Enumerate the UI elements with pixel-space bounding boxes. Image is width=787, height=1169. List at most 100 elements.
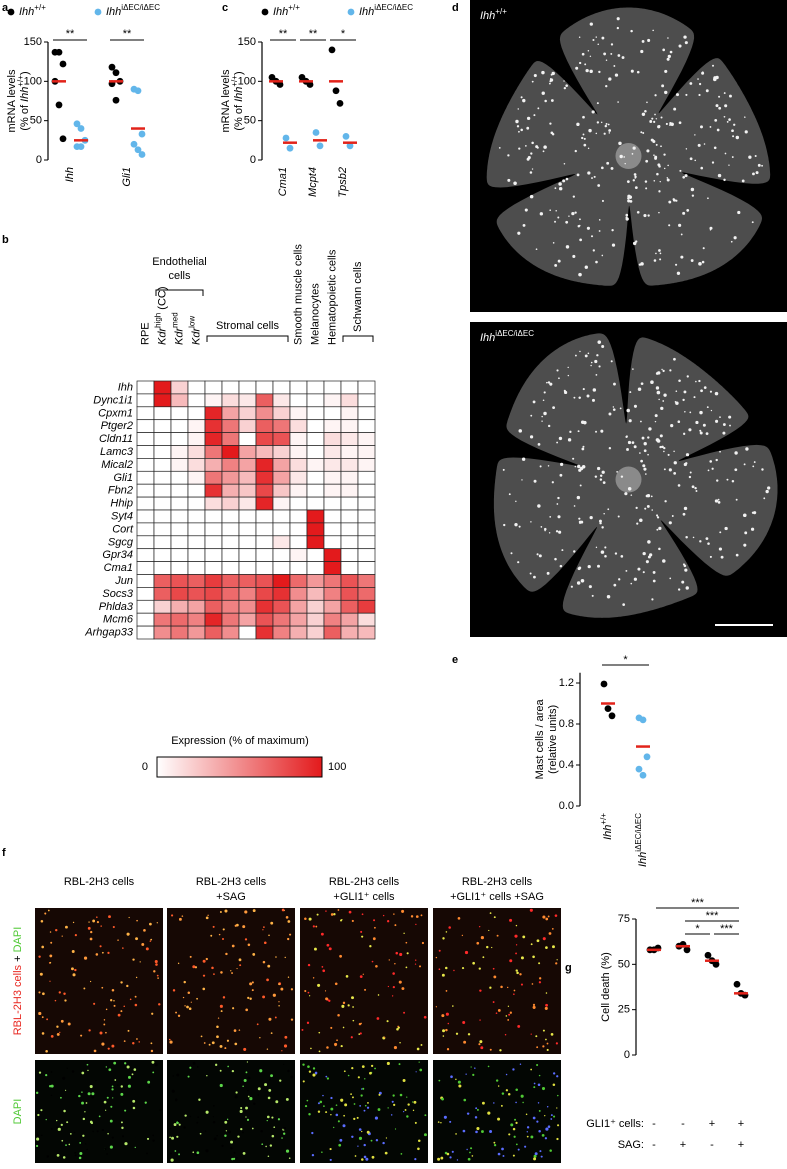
- cell-speck: [685, 148, 688, 150]
- cell-speck: [41, 1032, 45, 1035]
- cell-speck: [396, 1027, 399, 1031]
- cell-speck: [351, 1135, 354, 1138]
- heatmap-cell: [204, 522, 223, 537]
- cell-speck: [688, 475, 692, 479]
- cell-speck: [529, 171, 533, 174]
- cell-speck: [71, 950, 75, 953]
- cell-speck: [582, 115, 585, 119]
- cell-speck: [261, 1143, 264, 1146]
- heatmap-cell: [357, 599, 376, 614]
- heatmap-cell: [221, 548, 240, 562]
- cell-speck: [548, 82, 551, 85]
- heatmap-cell: [255, 432, 274, 446]
- cell-speck: [111, 1044, 115, 1048]
- cell-speck: [639, 518, 643, 523]
- cell-speck: [512, 1068, 515, 1071]
- cell-speck: [151, 1060, 155, 1064]
- cell-speck: [66, 1067, 68, 1069]
- cell-speck: [134, 1003, 138, 1007]
- cell-speck: [539, 977, 542, 980]
- cell-speck: [741, 179, 745, 183]
- row-label: DAPI: [12, 1099, 24, 1125]
- cell-speck: [333, 913, 336, 916]
- heatmap-cell: [221, 380, 240, 395]
- cell-speck: [445, 931, 448, 933]
- cell-speck: [49, 961, 52, 964]
- cell-speck: [563, 80, 565, 82]
- cell-speck: [699, 429, 702, 432]
- cell-speck: [147, 1080, 151, 1084]
- cell-speck: [364, 1104, 367, 1107]
- cell-speck: [284, 1035, 288, 1039]
- cell-speck: [442, 937, 445, 940]
- cell-speck: [550, 78, 552, 80]
- cell-speck: [237, 1135, 240, 1138]
- heatmap-cell: [187, 612, 206, 627]
- condition-label: GLI1⁺ cells:: [586, 1118, 644, 1130]
- cell-speck: [89, 980, 92, 983]
- cell-speck: [61, 1139, 64, 1142]
- cell-speck: [715, 458, 718, 462]
- cell-speck: [654, 113, 656, 116]
- cell-speck: [567, 438, 572, 442]
- heatmap-cell: [221, 393, 240, 408]
- heatmap-cell: [170, 561, 189, 575]
- cell-speck: [267, 1096, 271, 1100]
- heatmap-cell: [255, 522, 274, 537]
- cell-speck: [724, 526, 728, 531]
- cell-speck: [558, 186, 563, 191]
- cell-speck: [471, 1155, 474, 1157]
- cell-speck: [594, 475, 598, 478]
- cell-speck: [103, 1023, 106, 1026]
- cell-speck: [423, 1133, 427, 1137]
- row-label-part: Lamc3: [100, 446, 134, 458]
- cell-speck: [235, 1091, 238, 1094]
- cell-speck: [111, 988, 115, 992]
- cell-speck: [544, 99, 547, 103]
- cell-speck: [206, 1074, 208, 1077]
- cell-speck: [647, 555, 651, 559]
- cell-speck: [535, 248, 538, 251]
- cell-speck: [175, 1011, 178, 1014]
- cell-speck: [35, 1091, 39, 1095]
- cell-speck: [359, 1104, 362, 1107]
- cell-speck: [549, 382, 553, 386]
- cell-speck: [441, 973, 445, 977]
- cell-speck: [323, 1105, 325, 1107]
- cell-speck: [589, 69, 593, 74]
- heatmap-cell: [204, 380, 223, 395]
- cell-speck: [242, 925, 246, 929]
- cell-speck: [505, 1089, 509, 1092]
- cell-speck: [414, 963, 417, 965]
- row-label-part: Socs3: [102, 588, 133, 600]
- cell-speck: [98, 1115, 101, 1118]
- legend-marker: [7, 8, 15, 16]
- cell-speck: [216, 1134, 218, 1137]
- cell-speck: [400, 1152, 403, 1155]
- cell-speck: [699, 410, 703, 415]
- heatmap-cell: [238, 509, 257, 524]
- cell-speck: [109, 1119, 113, 1123]
- cell-speck: [659, 445, 662, 449]
- cell-speck: [444, 1151, 448, 1155]
- heatmap-cell: [153, 574, 172, 588]
- heatmap-cell: [187, 509, 206, 524]
- cell-speck: [652, 139, 656, 144]
- cell-speck: [646, 149, 650, 153]
- cell-speck: [557, 496, 560, 500]
- cell-speck: [117, 939, 119, 941]
- cell-speck: [37, 1113, 40, 1117]
- cell-speck: [504, 1033, 507, 1036]
- cell-speck: [683, 506, 688, 511]
- y-axis-label-part: Ihh: [233, 87, 245, 102]
- cell-speck: [505, 1015, 508, 1017]
- data-point: [77, 143, 85, 151]
- cell-speck: [604, 554, 607, 558]
- cell-speck: [533, 1086, 536, 1089]
- cell-speck: [92, 1130, 94, 1133]
- heatmap-cell: [153, 406, 172, 421]
- cell-speck: [44, 912, 47, 915]
- cell-speck: [406, 952, 409, 955]
- cell-speck: [498, 146, 501, 149]
- cell-speck: [698, 379, 701, 383]
